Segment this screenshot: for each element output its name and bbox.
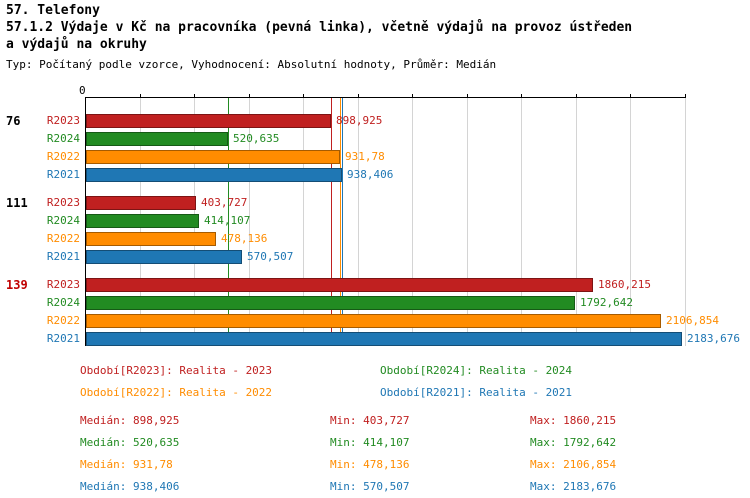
- bar-value-label: 570,507: [247, 250, 294, 263]
- median-line-r2024: [227, 98, 229, 346]
- bar-value-label: 478,136: [221, 232, 268, 245]
- legend-item-r2023: Období[R2023]: Realita - 2023: [80, 364, 273, 377]
- stat-median-r2024: Medián: 520,635: [80, 436, 180, 449]
- series-label-r2024: R2024: [46, 214, 80, 227]
- axis-tick: [303, 94, 305, 97]
- gridline: [466, 98, 468, 346]
- bar-r2023: [86, 278, 593, 292]
- bar-r2022: [86, 314, 661, 328]
- bar-r2023: [86, 196, 196, 210]
- median-line-r2021: [341, 98, 343, 346]
- gridline: [248, 98, 250, 346]
- bar-r2022: [86, 232, 216, 246]
- axis-tick: [685, 94, 686, 97]
- gridline: [630, 98, 632, 346]
- stat-median-r2023: Medián: 898,925: [80, 414, 180, 427]
- series-label-r2023: R2023: [46, 114, 80, 127]
- group-label: 139: [6, 278, 28, 292]
- series-label-r2021: R2021: [46, 250, 80, 263]
- axis-tick: [412, 94, 414, 97]
- axis-tick: [521, 94, 523, 97]
- legend-item-r2021: Období[R2021]: Realita - 2021: [380, 386, 573, 399]
- series-label-r2022: R2022: [46, 314, 80, 327]
- chart-subtitle-line1: 57.1.2 Výdaje v Kč na pracovníka (pevná …: [6, 20, 633, 35]
- group-label: 76: [6, 114, 21, 128]
- bar-value-label: 414,107: [204, 214, 251, 227]
- series-label-r2022: R2022: [46, 232, 80, 245]
- series-label-r2023: R2023: [46, 196, 80, 209]
- bar-r2024: [86, 296, 575, 310]
- median-line-r2023: [331, 98, 333, 346]
- bar-r2024: [86, 132, 228, 146]
- stat-max-r2021: Max: 2183,676: [530, 480, 617, 493]
- bar-r2023: [86, 114, 331, 128]
- stat-max-r2024: Max: 1792,642: [530, 436, 617, 449]
- chart-subtitle-line2: a výdajů na okruhy: [6, 37, 147, 52]
- series-label-r2024: R2024: [46, 296, 80, 309]
- stat-median-r2022: Medián: 931,78: [80, 458, 173, 471]
- stat-min-r2021: Min: 570,507: [330, 480, 410, 493]
- series-label-r2021: R2021: [46, 332, 80, 345]
- bar-value-label: 1792,642: [580, 296, 633, 309]
- bar-r2021: [86, 168, 342, 182]
- series-label-r2021: R2021: [46, 168, 80, 181]
- bar-value-label: 403,727: [201, 196, 248, 209]
- axis-tick: [630, 94, 632, 97]
- bar-r2022: [86, 150, 340, 164]
- bar-chart: 0 76 R2023 898,925 R2024 520,635 R2022 931,78 R2…: [0, 84, 750, 352]
- median-line-r2022: [340, 98, 342, 346]
- stat-max-r2022: Max: 2106,854: [530, 458, 617, 471]
- axis-tick: [466, 94, 468, 97]
- stat-median-r2021: Medián: 938,406: [80, 480, 180, 493]
- bar-value-label: 2183,676: [687, 332, 740, 345]
- bar-value-label: 2106,854: [666, 314, 719, 327]
- stat-min-r2024: Min: 414,107: [330, 436, 410, 449]
- group-label: 111: [6, 196, 28, 210]
- legend-item-r2024: Období[R2024]: Realita - 2024: [380, 364, 573, 377]
- axis-tick: [357, 94, 359, 97]
- bar-value-label: 898,925: [336, 114, 383, 127]
- gridline: [685, 98, 686, 346]
- bar-r2021: [86, 332, 682, 346]
- gridline: [575, 98, 577, 346]
- axis-line: [85, 97, 686, 98]
- bar-r2024: [86, 214, 199, 228]
- bar-value-label: 931,78: [345, 150, 385, 163]
- bar-value-label: 1860,215: [598, 278, 651, 291]
- gridline: [412, 98, 414, 346]
- page-title: 57. Telefony: [6, 3, 100, 18]
- axis-tick: [194, 94, 196, 97]
- stat-min-r2023: Min: 403,727: [330, 414, 410, 427]
- gridline: [521, 98, 523, 346]
- chart-meta: Typ: Počítaný podle vzorce, Vyhodnocení:…: [6, 58, 497, 71]
- axis-zero-label: 0: [79, 84, 86, 97]
- axis-baseline: [85, 97, 86, 346]
- axis-tick: [139, 94, 141, 97]
- axis-tick: [575, 94, 577, 97]
- stat-max-r2023: Max: 1860,215: [530, 414, 617, 427]
- axis-tick: [248, 94, 250, 97]
- stat-min-r2022: Min: 478,136: [330, 458, 410, 471]
- bar-value-label: 938,406: [347, 168, 394, 181]
- gridline: [303, 98, 305, 346]
- bar-value-label: 520,635: [233, 132, 280, 145]
- bar-r2021: [86, 250, 242, 264]
- series-label-r2022: R2022: [46, 150, 80, 163]
- series-label-r2023: R2023: [46, 278, 80, 291]
- series-label-r2024: R2024: [46, 132, 80, 145]
- gridline: [357, 98, 359, 346]
- legend-item-r2022: Období[R2022]: Realita - 2022: [80, 386, 273, 399]
